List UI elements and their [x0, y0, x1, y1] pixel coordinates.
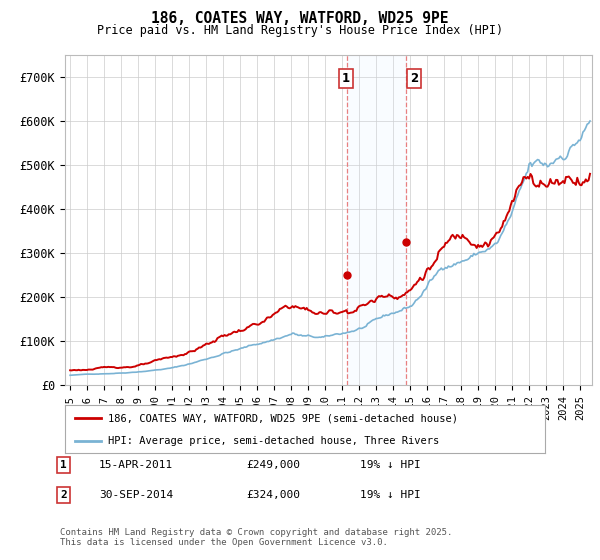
- Text: 30-SEP-2014: 30-SEP-2014: [99, 490, 173, 500]
- Text: 1: 1: [60, 460, 67, 470]
- Text: 186, COATES WAY, WATFORD, WD25 9PE: 186, COATES WAY, WATFORD, WD25 9PE: [151, 11, 449, 26]
- Text: 15-APR-2011: 15-APR-2011: [99, 460, 173, 470]
- Text: HPI: Average price, semi-detached house, Three Rivers: HPI: Average price, semi-detached house,…: [108, 436, 439, 446]
- Bar: [347, 55, 406, 385]
- Text: 1: 1: [342, 72, 350, 85]
- Text: 2: 2: [60, 490, 67, 500]
- Text: 186, COATES WAY, WATFORD, WD25 9PE (semi-detached house): 186, COATES WAY, WATFORD, WD25 9PE (semi…: [108, 413, 458, 423]
- Text: £249,000: £249,000: [246, 460, 300, 470]
- Text: Contains HM Land Registry data © Crown copyright and database right 2025.
This d: Contains HM Land Registry data © Crown c…: [60, 528, 452, 548]
- Text: Price paid vs. HM Land Registry's House Price Index (HPI): Price paid vs. HM Land Registry's House …: [97, 24, 503, 36]
- Text: 19% ↓ HPI: 19% ↓ HPI: [360, 490, 421, 500]
- Text: 2: 2: [410, 72, 418, 85]
- Text: £324,000: £324,000: [246, 490, 300, 500]
- Text: 19% ↓ HPI: 19% ↓ HPI: [360, 460, 421, 470]
